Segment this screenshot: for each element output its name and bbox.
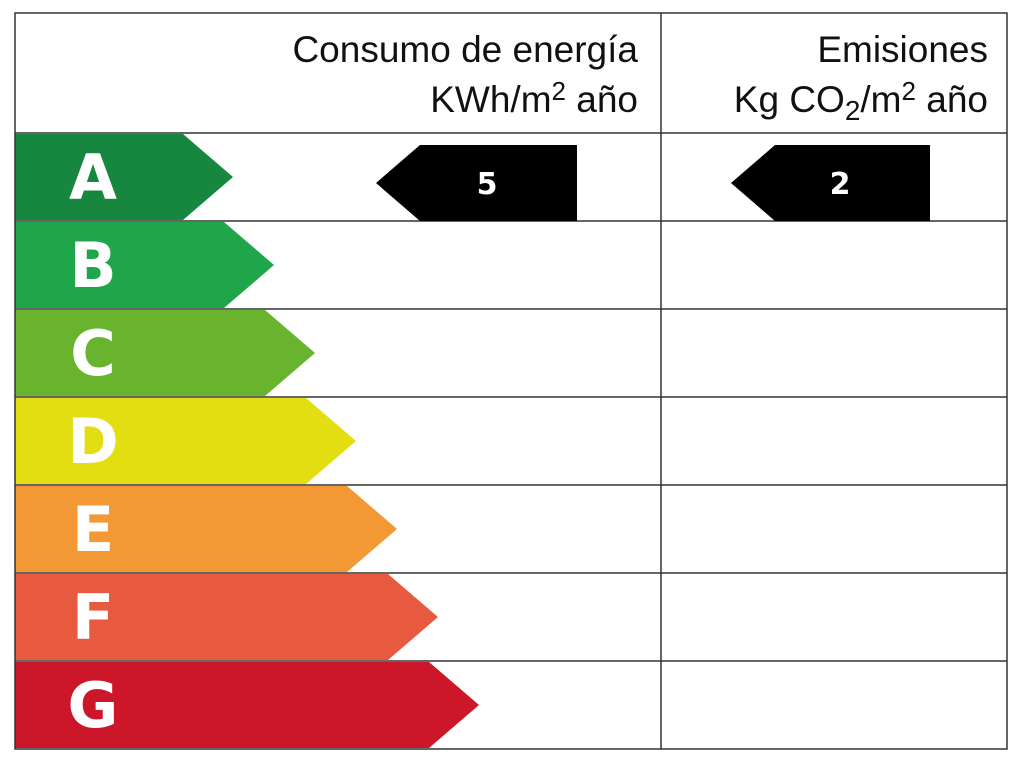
rating-arrow [15, 486, 397, 572]
unit-part: /m [860, 79, 901, 120]
emissions-title: Emisiones [817, 29, 988, 70]
indicator-arrow [376, 145, 577, 221]
rating-letter: F [72, 581, 114, 654]
emissions-value: 2 [830, 167, 851, 202]
unit-subscript: 2 [845, 95, 861, 126]
unit-superscript: 2 [902, 76, 916, 106]
rating-letter: B [69, 229, 116, 302]
unit-superscript: 2 [552, 76, 566, 106]
rating-letter: A [69, 141, 117, 214]
unit-part: Kg CO [734, 79, 845, 120]
rating-arrow [15, 222, 274, 308]
rating-arrow [15, 398, 356, 484]
rating-arrow [15, 662, 479, 748]
energy-title: Consumo de energía [292, 29, 638, 70]
rating-arrow [15, 134, 233, 220]
table-border [14, 12, 1008, 750]
unit-part: año [916, 79, 988, 120]
rating-arrow [15, 574, 438, 660]
rating-letter: E [72, 493, 114, 566]
emissions-unit: Kg CO2/m2 año [734, 76, 988, 126]
energy-indicator: 5 [376, 145, 577, 221]
energy-value: 5 [477, 167, 498, 202]
energy-unit: KWh/m2 año [430, 76, 638, 120]
rating-letter: G [68, 669, 119, 742]
unit-part: KWh/m [430, 79, 551, 120]
rating-arrow [15, 310, 315, 396]
unit-part: año [566, 79, 638, 120]
rating-letter: D [67, 405, 118, 478]
indicator-arrow [731, 145, 930, 221]
emissions-indicator: 2 [731, 145, 930, 221]
rating-letter: C [70, 317, 116, 390]
